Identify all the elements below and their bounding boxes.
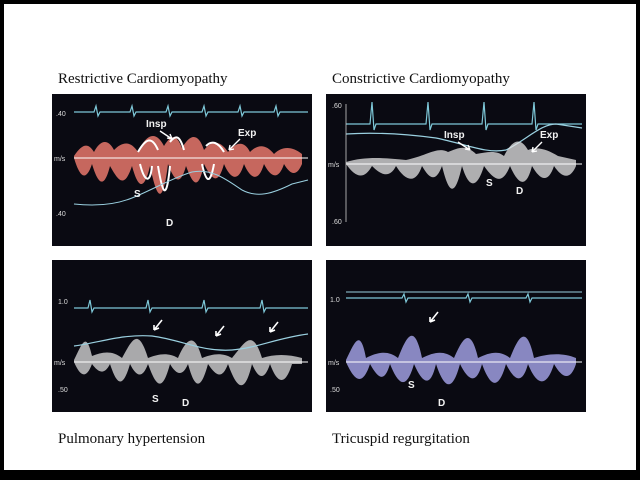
ecg-trace	[346, 292, 582, 304]
panel-title-tricuspid-regurgitation: Tricuspid regurgitation	[332, 431, 470, 447]
doppler-panel-tricuspid-regurgitation: 1.0 m/s .50 S D	[326, 260, 586, 412]
flow-envelope-above	[346, 141, 576, 164]
tricuspid-regurgitation-doppler-image: 1.0 m/s .50 S D	[328, 291, 582, 409]
panel-title-pulmonary-hypertension: Pulmonary hypertension	[58, 431, 206, 447]
axis-label-mid: m/s	[328, 360, 340, 367]
axis-label-mid: m/s	[328, 162, 340, 169]
arrow-2	[215, 325, 225, 337]
axis-label-bottom: .50	[330, 387, 340, 394]
flow-envelope-below	[74, 158, 302, 194]
axis-label-bottom: .60	[332, 219, 342, 226]
axis-label-top: .60	[332, 103, 342, 110]
panel-title-restrictive: Restrictive Cardiomyopathy	[58, 71, 228, 87]
flow-envelope-above	[74, 135, 302, 158]
respiration-trace	[73, 333, 309, 351]
respiration-trace	[73, 170, 309, 206]
pulmonary-hypertension-doppler-image: 1.0 m/s .50 S D	[54, 299, 309, 409]
flow-envelope-below	[346, 164, 576, 189]
s-wave-label: S	[152, 394, 159, 405]
axis-label-top: 1.0	[330, 297, 340, 304]
arrow-1	[429, 311, 439, 323]
s-wave-label: S	[408, 380, 415, 391]
constrictive-doppler-image: .60 m/s .60 Insp Exp S D	[328, 101, 583, 226]
axis-label-mid: m/s	[54, 360, 66, 367]
insp-arrow	[457, 141, 471, 151]
d-wave-label: D	[438, 398, 445, 409]
arrow-1	[153, 319, 163, 331]
d-wave-label: D	[516, 186, 523, 197]
flow-envelope-below	[346, 362, 576, 385]
d-wave-label: D	[166, 218, 173, 229]
insp-arrow	[159, 130, 173, 140]
doppler-panel-pulmonary-hypertension: 1.0 m/s .50 S D	[52, 260, 312, 412]
insp-label: Insp	[146, 119, 167, 130]
insp-label: Insp	[444, 130, 465, 141]
exp-arrow	[228, 138, 241, 151]
slide: Restrictive Cardiomyopathy .40 m/s .40 I…	[4, 4, 636, 470]
respiration-trace	[345, 123, 583, 152]
flow-envelope-below	[74, 362, 302, 386]
axis-label-mid: m/s	[54, 156, 66, 163]
axis-label-bottom: .50	[58, 387, 68, 394]
doppler-panel-restrictive: .40 m/s .40 Insp Exp S D	[52, 94, 312, 246]
exp-arrow	[531, 141, 543, 153]
exp-label: Exp	[238, 128, 256, 139]
flow-highlight	[137, 136, 225, 192]
flow-envelope-above	[346, 335, 576, 362]
flow-envelope-above	[74, 338, 302, 362]
doppler-panel-constrictive: .60 m/s .60 Insp Exp S D	[326, 94, 586, 246]
panel-title-constrictive: Constrictive Cardiomyopathy	[332, 71, 510, 87]
axis-label-bottom: .40	[56, 211, 66, 218]
ecg-trace	[346, 101, 582, 131]
axis-label-top: .40	[56, 111, 66, 118]
d-wave-label: D	[182, 398, 189, 409]
exp-label: Exp	[540, 130, 558, 141]
restrictive-doppler-image: .40 m/s .40 Insp Exp S D	[54, 103, 309, 229]
arrow-3	[269, 321, 279, 333]
axis-label-top: 1.0	[58, 299, 68, 306]
ecg-trace	[74, 299, 308, 314]
s-wave-label: S	[486, 178, 493, 189]
ecg-trace	[74, 103, 308, 118]
s-wave-label: S	[134, 189, 141, 200]
